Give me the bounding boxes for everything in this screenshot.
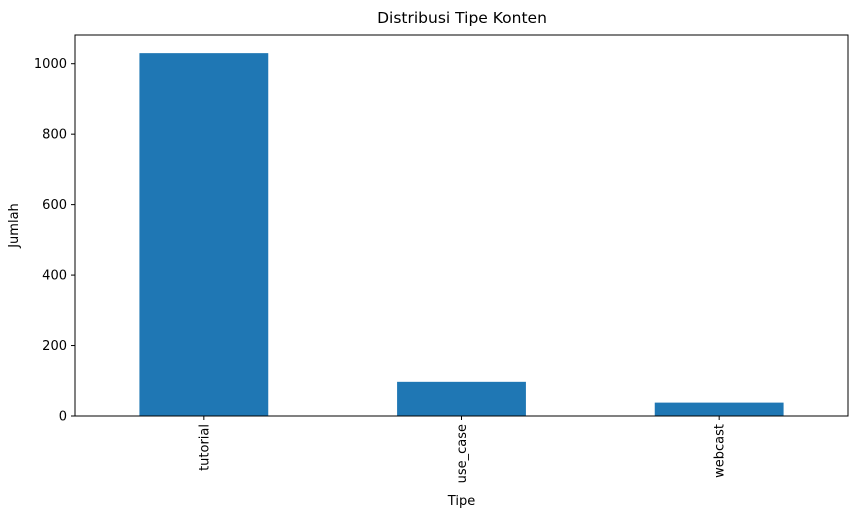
x-tick-label-use_case: use_case xyxy=(455,424,470,483)
y-axis-label: Jumlah xyxy=(7,203,22,249)
bar-use_case xyxy=(397,381,526,416)
x-axis-ticks: tutorial use_case webcast xyxy=(197,416,728,483)
bars-group xyxy=(139,53,784,417)
chart-title: Distribusi Tipe Konten xyxy=(377,9,547,27)
x-tick-label-webcast: webcast xyxy=(713,424,728,478)
plot-frame xyxy=(74,34,849,417)
bar-tutorial xyxy=(139,53,269,417)
x-axis-label: Tipe xyxy=(447,494,475,509)
bar-webcast xyxy=(654,402,784,416)
x-tick-label-tutorial: tutorial xyxy=(197,424,212,471)
y-tick-label: 1000 xyxy=(34,57,67,72)
y-axis-ticks: 0 200 400 600 800 1000 xyxy=(34,57,75,425)
y-tick-label: 600 xyxy=(42,198,67,213)
y-tick-label: 400 xyxy=(42,269,67,284)
y-tick-label: 200 xyxy=(42,339,67,354)
y-tick-label: 800 xyxy=(42,128,67,143)
y-tick-label: 0 xyxy=(59,410,67,425)
